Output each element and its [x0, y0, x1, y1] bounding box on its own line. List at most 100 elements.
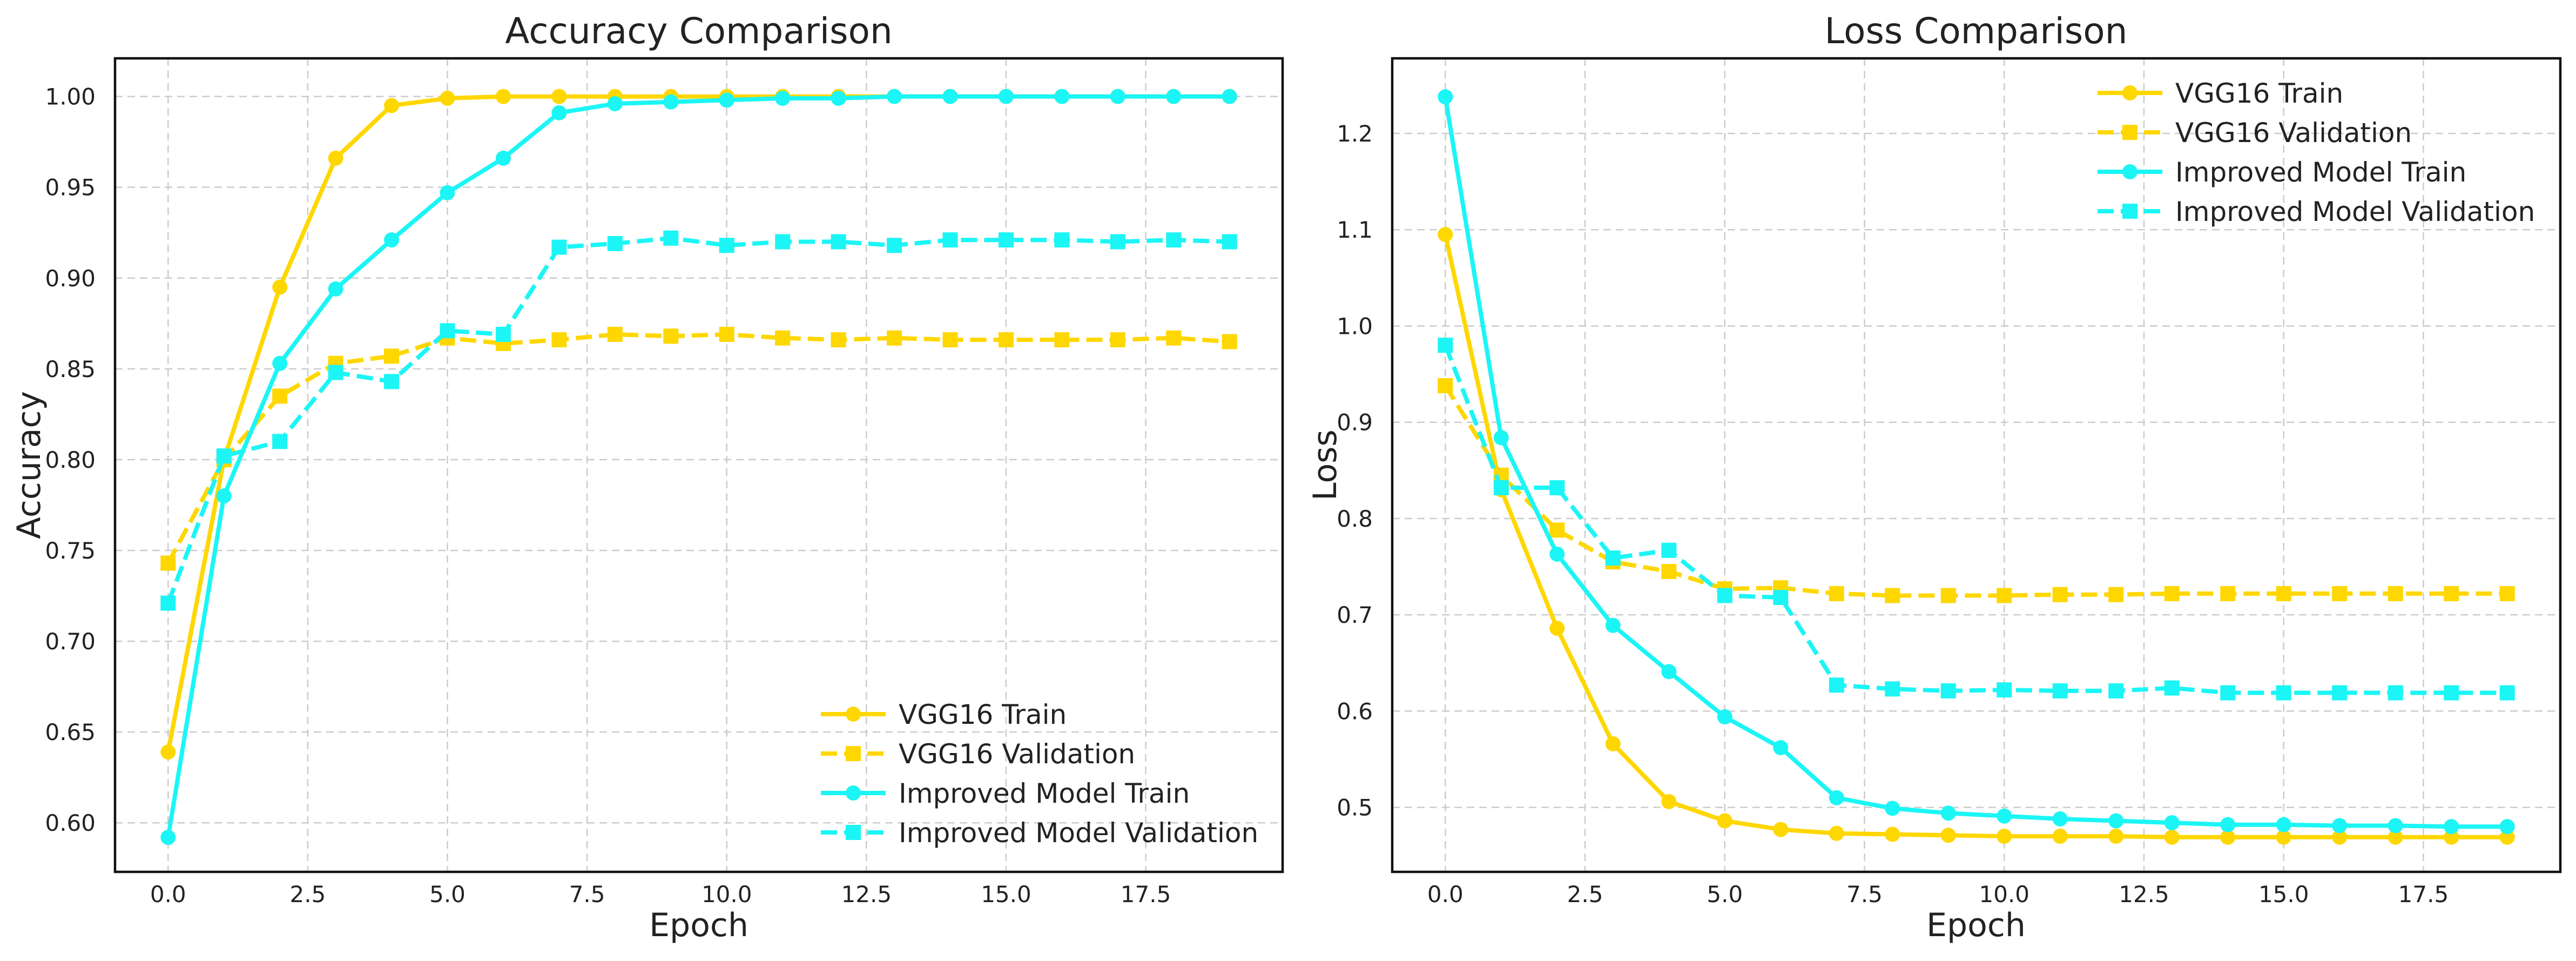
loss-y-tick-label: 0.5: [1337, 795, 1373, 821]
accuracy-series: [160, 89, 1237, 845]
accuracy-chart-title: Accuracy Comparison: [505, 10, 892, 52]
loss-plot-frame: [1391, 57, 2562, 873]
accuracy-data-point-improved-model-validation: [1222, 234, 1237, 250]
loss-data-point-vgg16-validation: [2332, 586, 2348, 601]
loss-data-point-improved-model-validation: [1940, 683, 1956, 698]
accuracy-data-point-improved-model-train: [887, 89, 902, 104]
loss-legend-marker-vgg16-train: [2122, 85, 2137, 100]
loss-data-point-vgg16-validation: [2276, 586, 2291, 601]
loss-x-tick-label: 7.5: [1846, 881, 1883, 908]
accuracy-data-point-vgg16-validation: [663, 328, 679, 344]
loss-y-tick-label: 0.8: [1337, 506, 1373, 532]
accuracy-data-point-improved-model-train: [719, 92, 734, 108]
accuracy-data-point-improved-model-train: [831, 90, 846, 106]
accuracy-data-point-vgg16-train: [384, 98, 400, 113]
loss-data-point-improved-model-validation: [1773, 590, 1789, 606]
accuracy-y-axis-label: Accuracy: [10, 391, 48, 539]
accuracy-y-tick-label: 0.70: [45, 628, 96, 655]
loss-data-point-improved-model-train: [1829, 790, 1844, 805]
loss-data-point-improved-model-train: [2444, 819, 2459, 835]
loss-legend-marker-improved-model-validation: [2122, 204, 2137, 219]
loss-panel: 0.0 2.5 5.0 7.5 10.0 12.5 15.0 17.5 0.5 0.6 0.7 0.8…: [1306, 10, 2562, 944]
loss-x-tick-label: 17.5: [2398, 881, 2449, 908]
loss-data-point-improved-model-train: [1885, 801, 1900, 816]
accuracy-data-point-improved-model-validation: [775, 234, 791, 250]
accuracy-y-tick-label: 1.00: [45, 84, 96, 110]
loss-data-point-improved-model-train: [2164, 815, 2180, 831]
accuracy-legend-label-improved-model-validation: Improved Model Validation: [899, 817, 1258, 849]
loss-ticks: 0.0 2.5 5.0 7.5 10.0 12.5 15.0 17.5 0.5 0.6 0.7 0.8…: [1337, 120, 2449, 908]
accuracy-y-tick-label: 0.65: [45, 719, 96, 745]
loss-series-line-vgg16-validation: [1443, 384, 2507, 598]
accuracy-legend-label-vgg16-validation: VGG16 Validation: [899, 738, 1135, 770]
accuracy-y-tick-label: 0.75: [45, 537, 96, 564]
accuracy-data-point-improved-model-validation: [328, 365, 343, 380]
loss-chart-title: Loss Comparison: [1825, 10, 2128, 52]
loss-data-point-vgg16-train: [2499, 829, 2515, 845]
loss-data-point-vgg16-train: [2332, 829, 2348, 845]
loss-data-point-vgg16-validation: [2164, 586, 2180, 601]
loss-data-point-vgg16-train: [2108, 829, 2124, 844]
loss-data-point-improved-model-validation: [1493, 480, 1509, 495]
loss-y-tick-label: 1.2: [1337, 120, 1373, 147]
loss-data-point-improved-model-validation: [1661, 542, 1677, 558]
accuracy-data-point-improved-model-train: [551, 105, 567, 120]
loss-x-tick-label: 10.0: [1979, 881, 2029, 908]
accuracy-legend: VGG16 Train VGG16 Validation Improved Mode…: [821, 699, 1258, 849]
loss-data-point-vgg16-validation: [2499, 586, 2515, 601]
accuracy-data-point-improved-model-validation: [216, 448, 232, 464]
loss-data-point-vgg16-train: [2052, 829, 2068, 844]
accuracy-data-point-vgg16-validation: [942, 332, 958, 348]
accuracy-data-point-improved-model-train: [1222, 89, 1237, 104]
loss-y-tick-label: 0.7: [1337, 602, 1373, 628]
accuracy-data-point-vgg16-validation: [1166, 330, 1182, 346]
accuracy-data-point-vgg16-validation: [551, 332, 567, 348]
accuracy-legend-marker-vgg16-train: [846, 707, 861, 722]
accuracy-data-point-improved-model-validation: [831, 234, 846, 250]
accuracy-data-point-vgg16-train: [495, 89, 511, 104]
loss-data-point-improved-model-train: [2276, 817, 2291, 832]
loss-data-point-vgg16-train: [1661, 794, 1677, 809]
loss-data-point-vgg16-train: [2388, 829, 2403, 845]
loss-data-point-improved-model-validation: [1549, 480, 1565, 495]
loss-data-point-vgg16-validation: [2052, 587, 2068, 602]
loss-data-point-improved-model-train: [2388, 818, 2403, 834]
accuracy-data-point-vgg16-validation: [160, 555, 176, 571]
accuracy-data-point-improved-model-validation: [1110, 234, 1125, 250]
loss-x-tick-label: 12.5: [2119, 881, 2169, 908]
loss-data-point-vgg16-validation: [1438, 378, 1453, 393]
loss-data-point-improved-model-train: [1940, 805, 1956, 821]
accuracy-data-point-vgg16-validation: [1054, 332, 1070, 348]
accuracy-data-point-improved-model-train: [942, 89, 958, 104]
accuracy-data-point-improved-model-train: [328, 281, 343, 297]
loss-x-axis-label: Epoch: [1926, 906, 2026, 944]
accuracy-data-point-improved-model-train: [495, 150, 511, 166]
accuracy-data-point-improved-model-train: [1110, 89, 1125, 104]
accuracy-data-point-improved-model-validation: [160, 595, 176, 611]
loss-data-point-improved-model-validation: [2388, 685, 2403, 701]
accuracy-series-line-improved-model-train: [166, 94, 1230, 838]
loss-data-point-vgg16-train: [2444, 829, 2459, 845]
accuracy-data-point-improved-model-train: [440, 185, 455, 200]
loss-data-point-vgg16-train: [1773, 822, 1789, 837]
loss-data-point-vgg16-validation: [2108, 587, 2124, 602]
accuracy-plot-frame: [113, 57, 1284, 873]
accuracy-legend-marker-improved-model-train: [846, 785, 861, 801]
accuracy-data-point-improved-model-validation: [440, 323, 455, 339]
accuracy-data-point-improved-model-train: [1166, 89, 1182, 104]
accuracy-data-point-improved-model-train: [160, 830, 176, 845]
accuracy-data-point-improved-model-train: [272, 355, 288, 371]
loss-data-point-vgg16-train: [1997, 829, 2012, 844]
accuracy-y-tick-label: 0.60: [45, 810, 96, 836]
accuracy-data-point-vgg16-train: [551, 89, 567, 104]
loss-data-point-vgg16-train: [1605, 736, 1621, 751]
loss-data-point-improved-model-validation: [2220, 685, 2236, 701]
loss-data-point-vgg16-train: [1829, 825, 1844, 841]
loss-data-point-improved-model-train: [1773, 740, 1789, 756]
loss-data-point-improved-model-validation: [1717, 588, 1732, 603]
accuracy-x-tick-label: 10.0: [702, 881, 752, 908]
accuracy-data-point-vgg16-validation: [831, 332, 846, 348]
accuracy-y-tick-label: 0.95: [45, 174, 96, 201]
loss-data-point-improved-model-validation: [1605, 550, 1621, 566]
